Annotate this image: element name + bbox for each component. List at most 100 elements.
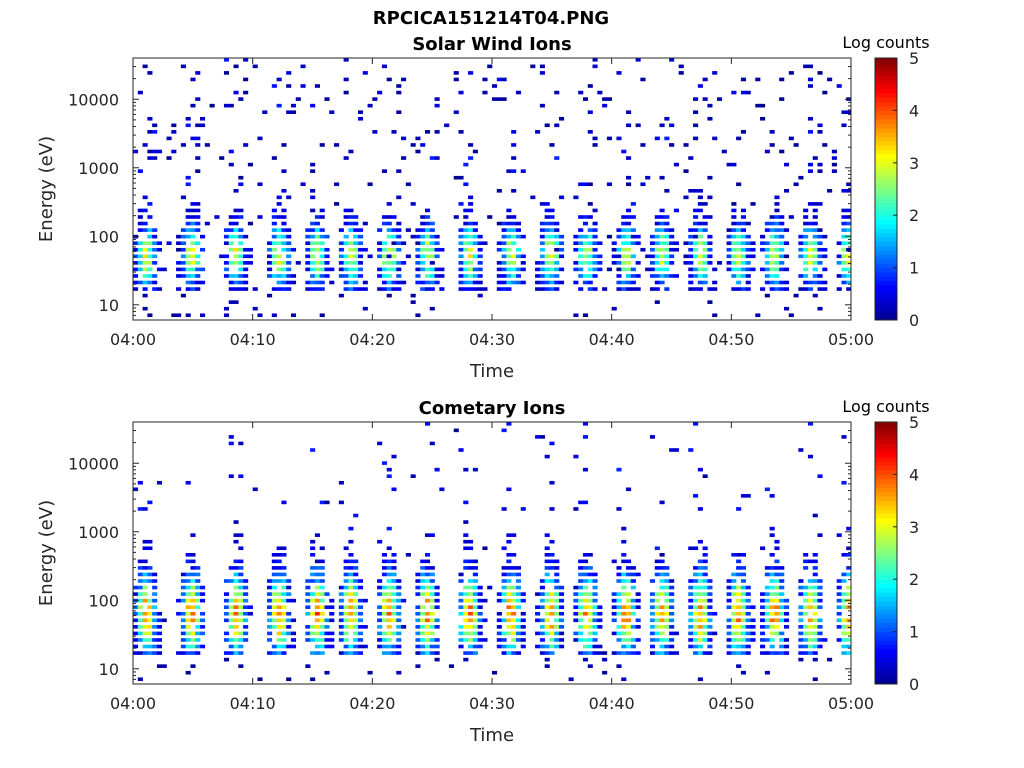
spectrogram-cell xyxy=(798,579,804,583)
spectrogram-cell xyxy=(846,526,852,531)
spectrogram-cell xyxy=(702,618,708,623)
spectrogram-cell xyxy=(396,598,402,603)
spectrogram-cell xyxy=(501,267,507,272)
spectrogram-cell xyxy=(133,618,139,623)
spectrogram-cell xyxy=(271,651,277,655)
spectrogram-cell xyxy=(343,90,349,95)
spectrogram-cell xyxy=(262,110,268,114)
spectrogram-cell xyxy=(477,254,483,259)
spectrogram-cell xyxy=(669,638,675,642)
spectrogram-cell xyxy=(200,123,206,128)
spectrogram-cell xyxy=(798,618,804,623)
spectrogram-cell xyxy=(190,221,196,226)
spectrogram-cell xyxy=(573,585,579,590)
spectrogram-cell xyxy=(391,592,397,596)
spectrogram-cell xyxy=(290,631,297,636)
spectrogram-cell xyxy=(381,215,387,219)
spectrogram-cell xyxy=(841,215,847,219)
spectrogram-cell xyxy=(688,625,694,629)
spectrogram-cell xyxy=(247,247,253,252)
colorbar-segment xyxy=(875,430,897,436)
spectrogram-cell xyxy=(611,618,617,623)
spectrogram-cell xyxy=(736,651,742,655)
colorbar-segment xyxy=(875,101,897,107)
spectrogram-cell xyxy=(267,651,273,655)
spectrogram-cell xyxy=(200,585,206,590)
colorbar-segment xyxy=(875,84,897,90)
spectrogram-cell xyxy=(549,559,555,564)
spectrogram-cell xyxy=(310,572,316,577)
spectrogram-cell xyxy=(314,234,320,239)
spectrogram-cell xyxy=(185,572,191,577)
spectrogram-cell xyxy=(702,77,708,82)
spectrogram-cell xyxy=(693,254,699,259)
colorbar-segment xyxy=(875,110,897,116)
y-axis-label: Energy (eV) xyxy=(36,136,57,242)
spectrogram-cell xyxy=(539,234,545,239)
spectrogram-cell xyxy=(697,566,703,570)
spectrogram-cell xyxy=(506,254,512,259)
spectrogram-cell xyxy=(195,572,201,577)
spectrogram-cell xyxy=(582,572,589,577)
spectrogram-cell xyxy=(803,280,809,285)
spectrogram-cell xyxy=(764,566,770,570)
spectrogram-cell xyxy=(731,247,737,252)
spectrogram-cell xyxy=(238,651,244,655)
spectrogram-cell xyxy=(243,90,249,95)
spectrogram-cell xyxy=(774,234,780,239)
spectrogram-cell xyxy=(649,631,656,636)
spectrogram-cell xyxy=(688,274,694,278)
spectrogram-cell xyxy=(276,546,282,551)
spectrogram-cell xyxy=(156,267,163,272)
spectrogram-cell xyxy=(769,605,775,609)
spectrogram-cell xyxy=(669,448,675,452)
spectrogram-cell xyxy=(267,254,273,259)
spectrogram-cell xyxy=(271,261,277,265)
spectrogram-cell xyxy=(501,221,507,226)
spectrogram-cell xyxy=(812,559,818,564)
spectrogram-cell xyxy=(783,267,790,272)
spectrogram-cell xyxy=(587,280,593,285)
spectrogram-cell xyxy=(592,625,598,629)
spectrogram-cell xyxy=(156,149,163,154)
spectrogram-cell xyxy=(496,221,502,226)
spectrogram-cell xyxy=(822,247,828,252)
spectrogram-cell xyxy=(276,195,282,200)
spectrogram-cell xyxy=(817,123,823,128)
spectrogram-cell xyxy=(779,638,785,642)
spectrogram-cell xyxy=(587,631,593,636)
spectrogram-cell xyxy=(429,631,435,636)
spectrogram-cell xyxy=(626,215,632,219)
spectrogram-cell xyxy=(669,651,675,655)
spectrogram-cell xyxy=(764,241,770,245)
spectrogram-cell xyxy=(626,611,632,616)
spectrogram-cell xyxy=(726,585,732,590)
spectrogram-cell xyxy=(664,136,670,141)
spectrogram-cell xyxy=(693,618,699,623)
spectrogram-cell xyxy=(793,293,799,298)
spectrogram-cell xyxy=(314,638,320,642)
spectrogram-cell xyxy=(582,625,589,629)
spectrogram-cell xyxy=(314,215,320,219)
spectrogram-cell xyxy=(190,664,196,668)
spectrogram-cell xyxy=(310,546,316,551)
spectrogram-cell xyxy=(334,143,340,147)
spectrogram-cell xyxy=(171,149,177,154)
spectrogram-cell xyxy=(281,566,287,570)
spectrogram-cell xyxy=(424,221,431,226)
spectrogram-cell xyxy=(745,611,751,616)
spectrogram-cell xyxy=(357,228,364,232)
spectrogram-cell xyxy=(271,592,277,596)
spectrogram-cell xyxy=(740,228,746,232)
spectrogram-cell xyxy=(688,638,694,642)
spectrogram-cell xyxy=(142,274,148,278)
spectrogram-cell xyxy=(539,625,545,629)
spectrogram-cell xyxy=(726,162,732,167)
spectrogram-cell xyxy=(654,241,660,245)
spectrogram-cell xyxy=(190,559,196,564)
spectrogram-cell xyxy=(147,274,153,278)
spectrogram-cell xyxy=(669,247,675,252)
spectrogram-cell xyxy=(702,605,708,609)
spectrogram-cell xyxy=(649,592,656,596)
colorbar-segment xyxy=(875,189,897,194)
